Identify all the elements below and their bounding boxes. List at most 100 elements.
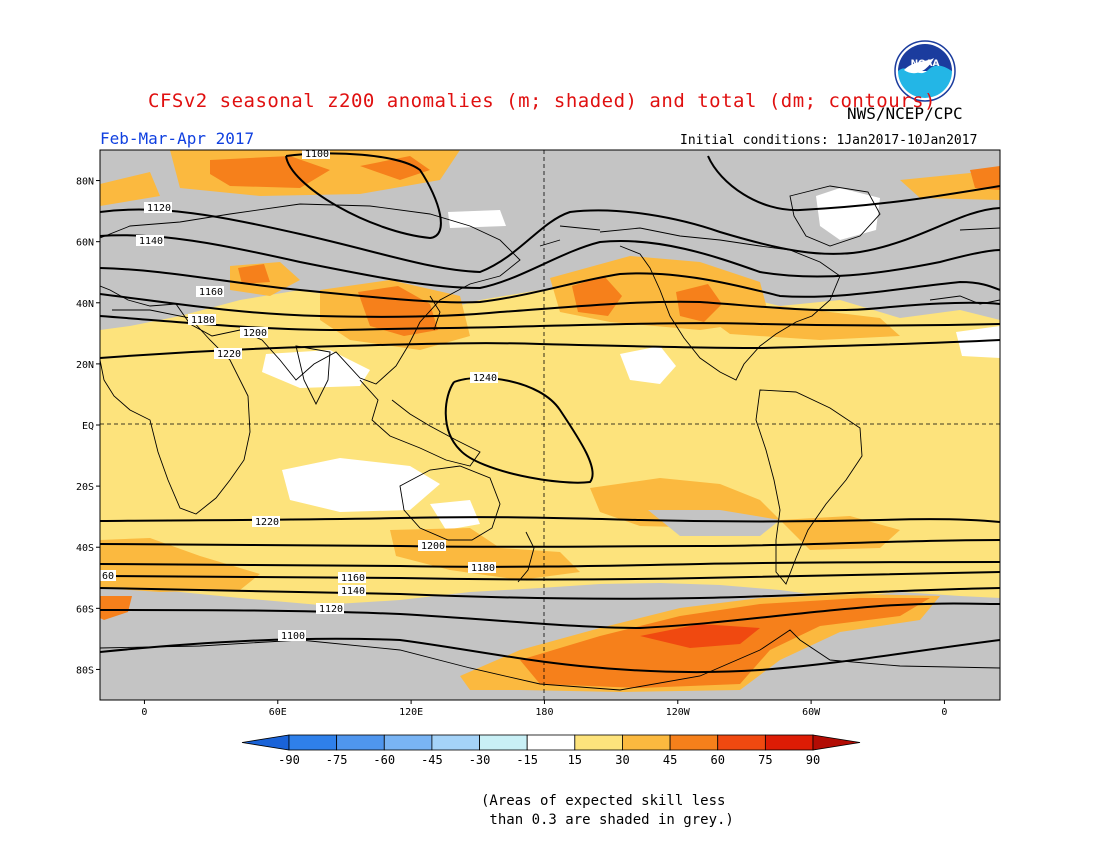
lon-tick-label: 120W: [666, 707, 691, 718]
lat-tick-label: 60N: [76, 238, 94, 249]
contour-label-text: 1140: [139, 236, 163, 247]
contour-1240: [444, 376, 594, 484]
lat-tick-label: 80N: [76, 177, 94, 188]
anomaly-60-south-west: [100, 596, 132, 620]
contour-label-text: 1120: [319, 604, 343, 615]
contour-label: 1140: [338, 585, 366, 597]
contour-label: 1160: [196, 286, 224, 298]
outline-samerica: [755, 389, 863, 585]
contour-label-text: 1160: [199, 287, 223, 298]
outline-nz: [517, 531, 535, 583]
color-bar-label: -15: [516, 753, 538, 767]
color-bar-label: -45: [421, 753, 443, 767]
lat-tick-label: EQ: [82, 421, 94, 432]
contour-label-text: 1240: [473, 373, 497, 384]
longitude-axis: 0 60E 120E 180 120W 60W 0: [141, 700, 947, 718]
outline-namerica: [599, 227, 841, 381]
color-bar-swatch: [336, 734, 385, 751]
initial-conditions-label: Initial conditions: 1Jan2017-10Jan2017: [680, 133, 978, 148]
lat-tick-label: 20N: [76, 360, 94, 371]
color-bar-label: -75: [326, 753, 348, 767]
outline-alaska: [539, 225, 601, 247]
contour-label: 1120: [144, 202, 172, 214]
contour-label: 1180: [188, 314, 216, 326]
anomaly-60-namerica: [676, 284, 722, 322]
color-bar-label: 45: [663, 753, 677, 767]
skill-note: (Areas of expected skill less than 0.3 a…: [481, 792, 734, 830]
lon-tick-label: 60E: [269, 707, 287, 718]
anomaly-zero-4: [620, 346, 676, 384]
color-bar-swatch: [288, 734, 338, 751]
color-bar-swatch: [717, 734, 766, 751]
anomaly-zero-6: [282, 458, 440, 512]
outline-india: [295, 345, 331, 406]
anomaly-60-asia: [238, 264, 270, 284]
contour-1140: [100, 234, 1000, 290]
contour-label: 1220: [252, 516, 280, 528]
outline-australia: [399, 465, 501, 541]
map-field: 1100 1120 1140 1160 1180 1200 1220 1240 …: [100, 150, 1000, 700]
contour-1100-south: [100, 637, 1000, 674]
anomaly-60-japan: [358, 286, 438, 336]
contour-label: 1140: [136, 235, 164, 247]
outline-africa: [100, 309, 251, 515]
contour-1180-south: [100, 561, 1000, 568]
contour-labels: 1100 1120 1140 1160 1180 1200 1220 1240 …: [100, 150, 498, 642]
contour-1100-north-1: [285, 152, 442, 240]
color-bar-swatch: [241, 734, 290, 751]
anomaly-60-north-2: [360, 156, 430, 180]
noaa-logo: NOAA: [894, 40, 956, 102]
lon-tick-label: 180: [535, 707, 553, 718]
skill-note-line-1: (Areas of expected skill less: [481, 793, 726, 809]
contour-label: 1160: [338, 572, 366, 584]
contour-label-text: 1180: [471, 563, 495, 574]
color-bar-label: -30: [469, 753, 491, 767]
agency-label: NWS/NCEP/CPC: [847, 104, 963, 123]
contour-label-text: 60: [102, 571, 114, 582]
contour-1140-south: [100, 587, 1000, 600]
anomaly-45-atlantic: [700, 306, 900, 340]
contour-1160: [100, 267, 1000, 304]
contour-label: 1240: [470, 372, 498, 384]
color-bar-label: -60: [373, 753, 395, 767]
contour-label-text: 1180: [191, 315, 215, 326]
lat-tick-label: 40N: [76, 299, 94, 310]
lat-tick-label: 80S: [76, 665, 94, 676]
grey-patch-south: [648, 510, 780, 536]
contour-label: 1200: [418, 540, 446, 552]
contour-1100-north-2: [707, 155, 1000, 212]
color-bar-label: 15: [568, 753, 582, 767]
color-bar-label: 60: [711, 753, 725, 767]
anomaly-75-antarctic: [640, 624, 760, 648]
anomaly-45-north-2: [100, 172, 160, 206]
grey-north-band: [100, 150, 1000, 330]
anomaly-zero-1: [448, 210, 506, 228]
contour-label: 1200: [240, 327, 268, 339]
season-label: Feb-Mar-Apr 2017: [100, 129, 255, 148]
chart-title: CFSv2 seasonal z200 anomalies (m; shaded…: [148, 90, 936, 112]
lat-tick-label: 60S: [76, 604, 94, 615]
contour-label-text: 1160: [341, 573, 365, 584]
outline-seasia: [359, 379, 481, 467]
color-bar-swatch: [526, 734, 576, 751]
color-bar: -90 -75 -60 -45 -30 -15 15 30 45 60 75 90: [241, 734, 861, 767]
contour-label-text: 1140: [341, 586, 365, 597]
color-bar-label: 30: [615, 753, 629, 767]
color-bar-swatch: [431, 734, 480, 751]
latitude-axis: 80N 60N 40N 20N EQ 20S 40S 60S 80S: [76, 177, 100, 676]
color-bar-label: 75: [758, 753, 772, 767]
anomaly-zero-7: [430, 500, 480, 530]
outline-antarctica: [100, 629, 1000, 691]
contour-1180: [100, 293, 1000, 318]
color-bar-swatch: [764, 734, 814, 751]
color-bar-swatch: [669, 734, 719, 751]
contour-1120-south: [100, 602, 1000, 630]
noaa-logo-text: NOAA: [911, 59, 940, 69]
contour-label-text: 1220: [217, 349, 241, 360]
outline-europe: [929, 227, 1000, 305]
color-bar-swatch: [812, 734, 861, 751]
color-bar-swatch: [622, 734, 671, 751]
lat-tick-label: 40S: [76, 543, 94, 554]
contour-1200-south: [100, 539, 1000, 548]
